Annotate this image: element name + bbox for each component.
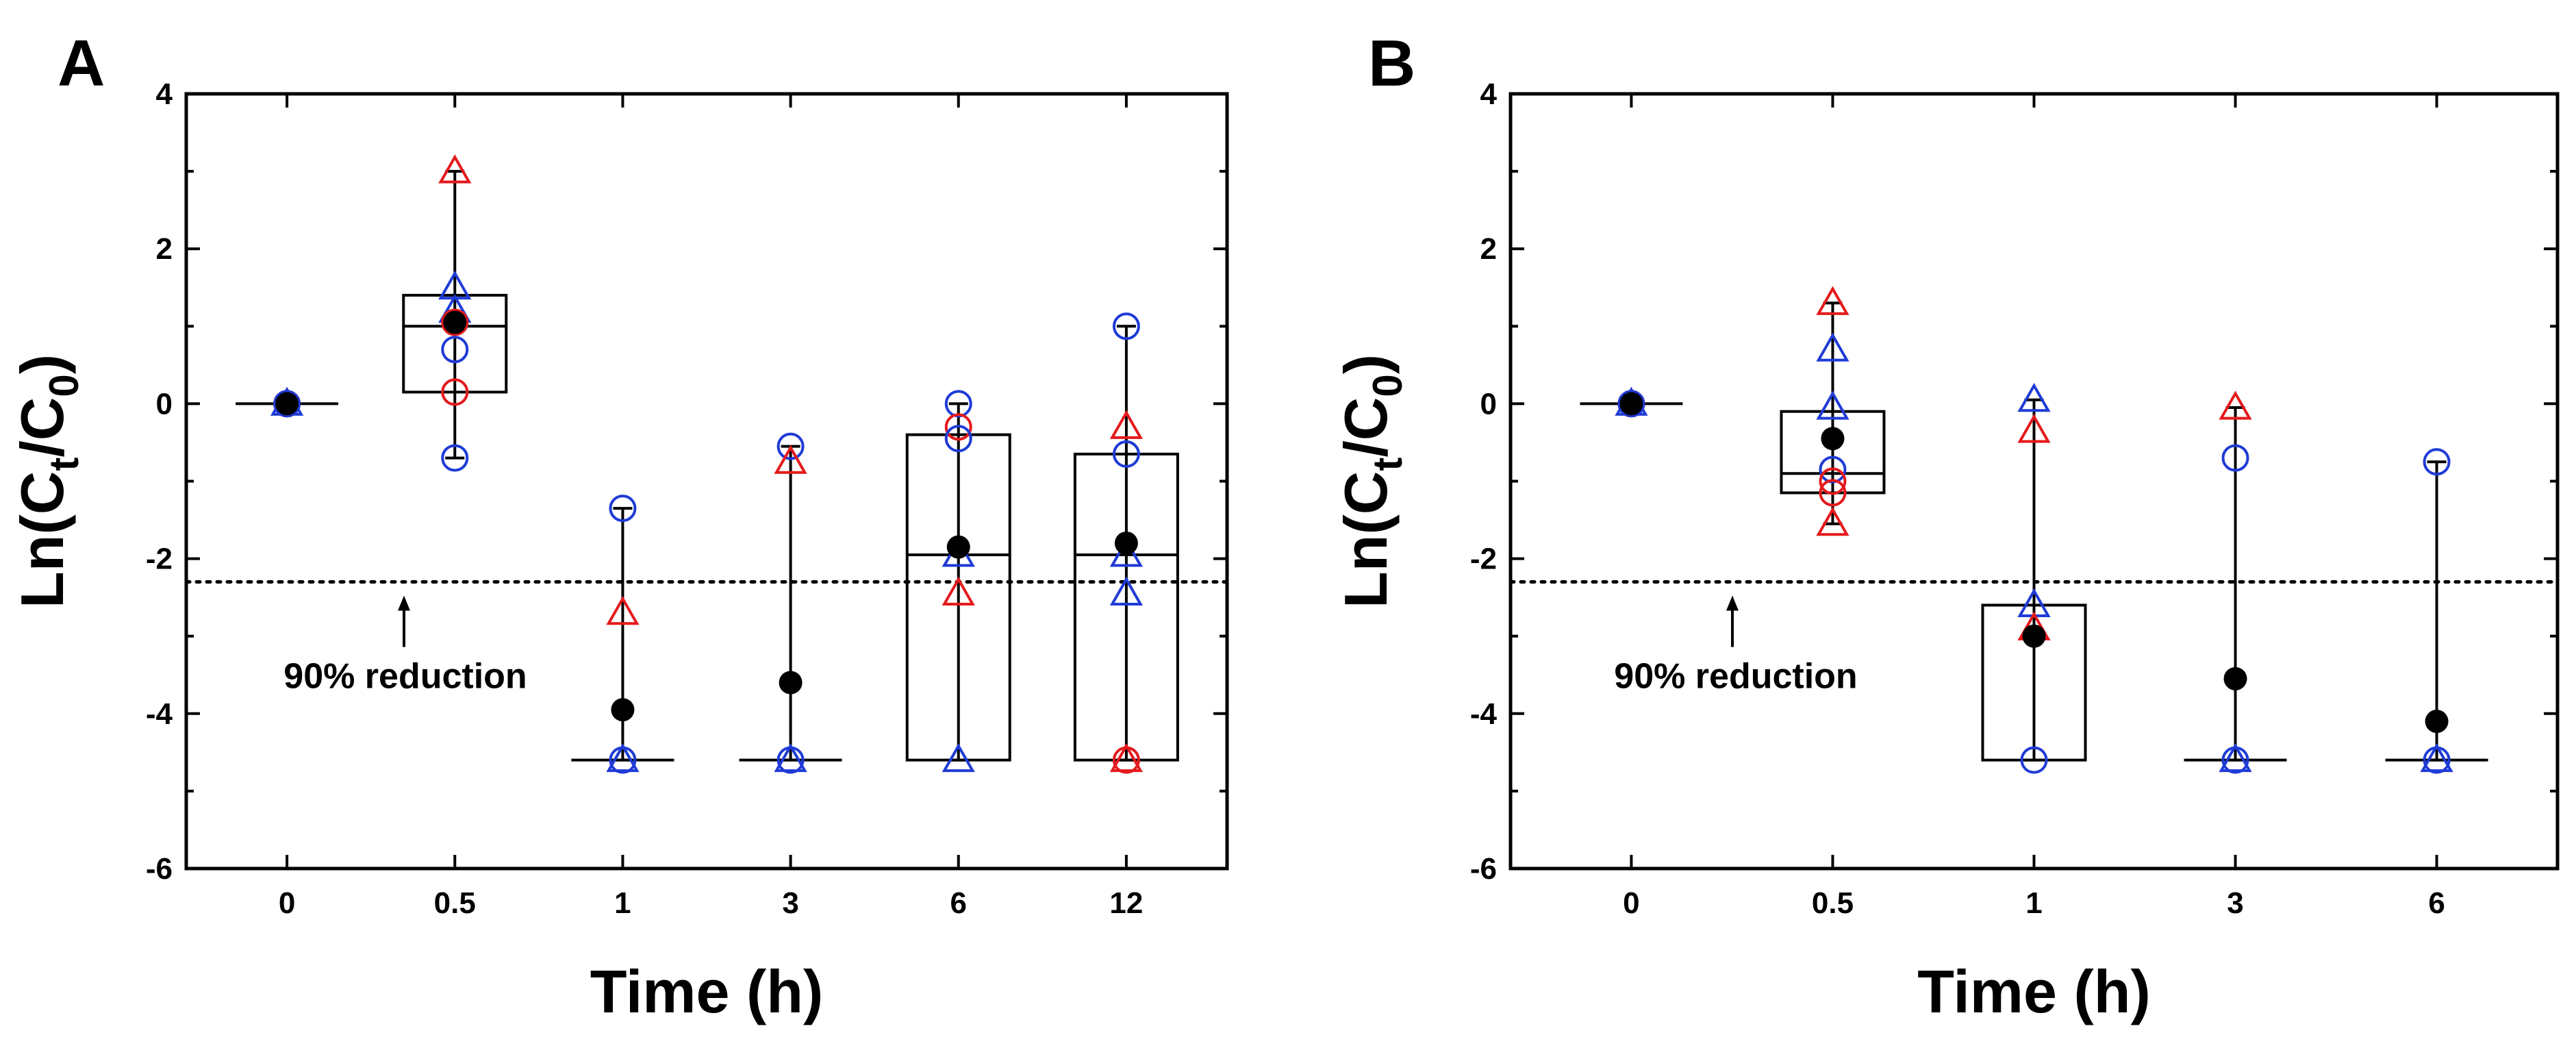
threshold-label: 90% reduction xyxy=(283,657,527,697)
data-point-circle xyxy=(441,308,469,336)
mean-point xyxy=(946,535,970,559)
x-tick-label: 6 xyxy=(950,886,966,920)
data-point-circle xyxy=(1112,312,1140,340)
data-point-circle xyxy=(1112,746,1140,774)
y-tick-label: -6 xyxy=(1470,852,1497,886)
data-point-triangle xyxy=(1816,332,1849,362)
panel-label: A xyxy=(58,27,105,100)
data-point-triangle xyxy=(942,743,975,773)
data-point-triangle xyxy=(2017,383,2051,412)
data-point-triangle xyxy=(606,743,640,773)
x-tick-label: 0 xyxy=(279,886,295,920)
data-point-triangle xyxy=(774,743,807,773)
data-point-circle xyxy=(1819,467,1847,495)
box xyxy=(1073,452,1179,762)
data-point-triangle xyxy=(774,445,807,474)
x-axis-title: Time (h) xyxy=(1917,958,2151,1025)
y-tick-label: 4 xyxy=(156,77,173,111)
data-point-circle xyxy=(944,413,972,441)
plot-frame xyxy=(184,92,1229,871)
data-point-circle xyxy=(944,425,972,453)
x-tick-label: 1 xyxy=(2025,886,2042,920)
data-point-circle xyxy=(2423,448,2451,476)
y-tick-label: 2 xyxy=(1480,232,1497,266)
mean-point xyxy=(611,698,635,722)
mean-point xyxy=(2022,624,2046,648)
x-tick-label: 6 xyxy=(2428,886,2445,920)
threshold-label: 90% reduction xyxy=(1614,657,1857,697)
data-point-triangle xyxy=(942,576,975,606)
mean-point xyxy=(443,310,467,334)
y-tick-label: -4 xyxy=(1470,697,1498,731)
panel-a: -6 -4 -2 0 2 4 0 0.5 1 3 6 12 A Time (h) Ln(Ct/C0) 90% … xyxy=(8,27,1229,1025)
y-tick-label: -4 xyxy=(146,697,173,731)
data-point-circle xyxy=(609,495,637,523)
mean-point xyxy=(2223,666,2247,690)
data-point-triangle xyxy=(2219,743,2252,773)
data-point-triangle xyxy=(1816,506,1849,536)
y-tick-label: -2 xyxy=(146,542,173,576)
data-point-circle xyxy=(441,336,469,364)
x-axis-title: Time (h) xyxy=(590,958,824,1025)
x-tick-label: 3 xyxy=(2227,886,2243,920)
x-tick-label: 0 xyxy=(1623,886,1639,920)
data-point-triangle xyxy=(1109,538,1144,567)
mean-point xyxy=(2425,710,2449,734)
data-point-circle xyxy=(944,390,972,418)
panel-b: -6 -4 -2 0 2 4 0 0.5 1 3 6 B Time (h) Ln(Ct/C0) 90% re… xyxy=(1332,27,2560,1025)
y-tick-label: -6 xyxy=(146,852,173,886)
mean-point xyxy=(779,671,803,695)
mean-point xyxy=(1114,531,1138,555)
data-point-circle xyxy=(441,444,469,472)
y-tick-label: 0 xyxy=(1480,387,1497,421)
y-axis-title: Ln(Ct/C0) xyxy=(8,354,87,608)
data-point-circle xyxy=(2020,746,2048,774)
panel-label: B xyxy=(1368,27,1415,100)
y-tick-label: 0 xyxy=(156,387,173,421)
data-point-triangle xyxy=(1816,390,1849,420)
mean-point xyxy=(275,392,299,416)
data-point-triangle xyxy=(1816,286,1849,315)
x-tick-label: 3 xyxy=(782,886,798,920)
data-point-circle xyxy=(1819,479,1847,507)
x-tick-label: 0.5 xyxy=(434,886,476,920)
y-tick-label: 2 xyxy=(156,232,173,266)
data-point-triangle xyxy=(606,596,640,625)
threshold-arrow-icon xyxy=(1726,595,1739,611)
x-tick-label: 0.5 xyxy=(1812,886,1854,920)
data-point-triangle xyxy=(1109,410,1144,439)
data-point-circle xyxy=(2221,444,2249,472)
box xyxy=(905,433,1011,762)
data-point-triangle xyxy=(2420,743,2453,773)
y-axis-title: Ln(Ct/C0) xyxy=(1332,354,1411,608)
y-axis-title-group: Ln(Ct/C0) xyxy=(1332,354,1411,608)
y-tick-label: -2 xyxy=(1470,542,1497,576)
data-point-circle xyxy=(441,378,469,406)
threshold-arrow-icon xyxy=(398,595,410,611)
data-point-circle xyxy=(1112,440,1140,468)
data-point-triangle xyxy=(2017,414,2051,443)
data-point-triangle xyxy=(2219,390,2252,420)
data-point-triangle xyxy=(1109,743,1144,773)
data-point-triangle xyxy=(1109,576,1144,606)
mean-point xyxy=(1821,427,1845,451)
x-tick-label: 1 xyxy=(614,886,631,920)
y-axis-title-group: Ln(Ct/C0) xyxy=(8,354,87,608)
data-point-triangle xyxy=(438,154,472,184)
mean-point xyxy=(1619,392,1643,416)
data-point-circle xyxy=(1819,456,1847,484)
y-tick-label: 4 xyxy=(1480,77,1498,111)
x-tick-label: 12 xyxy=(1109,886,1143,920)
data-point-circle xyxy=(776,432,805,460)
